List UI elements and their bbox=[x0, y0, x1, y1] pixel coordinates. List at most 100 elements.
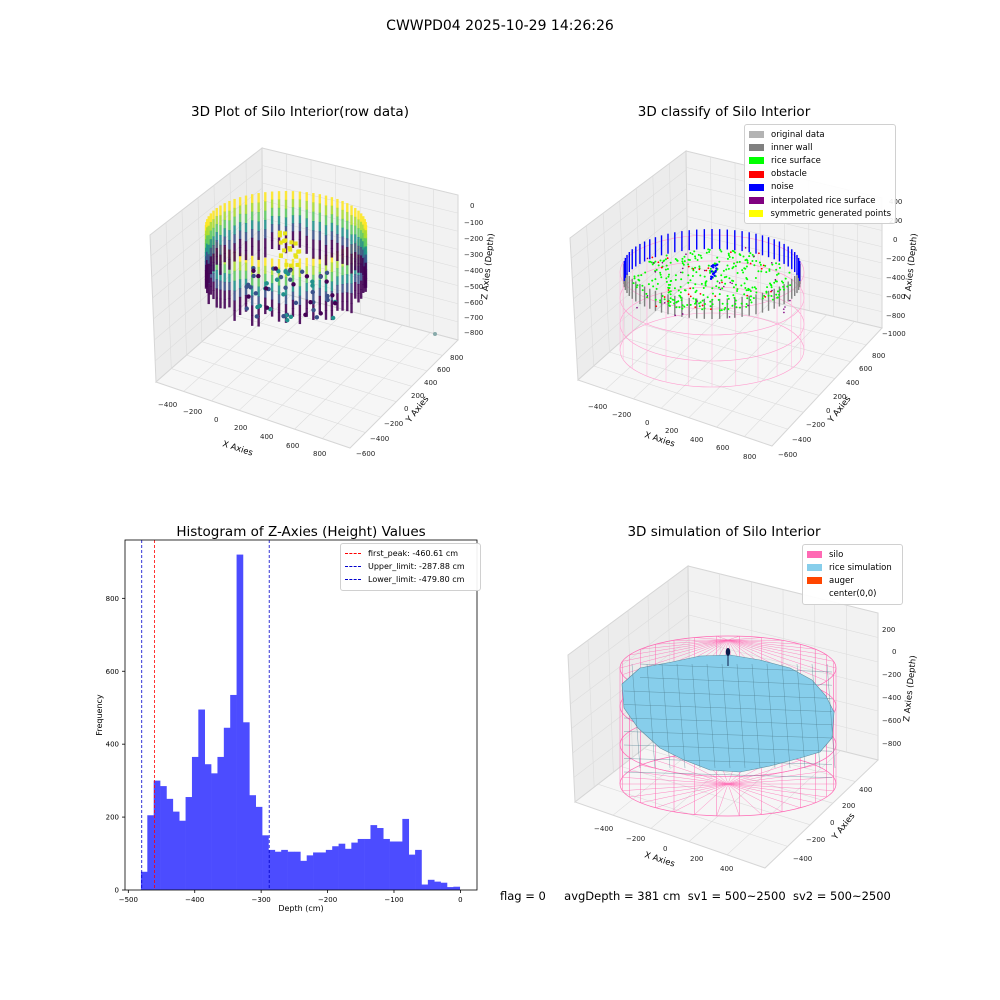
rice-surface-point bbox=[694, 291, 697, 294]
rice-surface-point bbox=[692, 297, 695, 300]
raw-point bbox=[215, 279, 218, 289]
raw-point bbox=[270, 299, 274, 309]
rice-surface-point bbox=[734, 251, 737, 254]
panel1-point-cloud bbox=[204, 191, 368, 327]
rice-mesh-line bbox=[631, 663, 641, 769]
histogram-bar bbox=[191, 756, 199, 890]
raw-point bbox=[277, 241, 281, 250]
rice-surface-point bbox=[727, 297, 730, 300]
grid-line bbox=[625, 337, 820, 396]
raw-point bbox=[298, 267, 302, 278]
raw-point bbox=[250, 220, 254, 230]
raw-point bbox=[341, 236, 344, 247]
raw-point bbox=[287, 246, 292, 251]
rice-surface-point bbox=[683, 255, 686, 258]
raw-point bbox=[364, 238, 367, 247]
rice-surface-point bbox=[681, 260, 684, 263]
p2-xtick: 200 bbox=[665, 427, 678, 435]
rice-mesh-line bbox=[623, 771, 833, 778]
rice-surface-point bbox=[711, 292, 714, 295]
histogram-axes-frame bbox=[124, 539, 478, 891]
histogram-y-ticks: 0 200 400 600 800 bbox=[106, 595, 125, 895]
raw-point bbox=[362, 249, 365, 259]
p2-xtick: 600 bbox=[716, 444, 729, 452]
raw-point bbox=[207, 293, 210, 305]
rice-surface-point bbox=[669, 293, 672, 296]
silo-rib bbox=[727, 639, 834, 675]
rice-surface-point bbox=[771, 263, 774, 266]
histogram-bar bbox=[223, 727, 231, 890]
raw-point bbox=[341, 266, 344, 276]
rice-surface-point bbox=[711, 298, 714, 301]
panel2-legend: original data inner wall rice surface ob… bbox=[744, 124, 896, 225]
rice-surface-point bbox=[716, 280, 719, 283]
raw-point bbox=[233, 270, 236, 282]
histogram-bar bbox=[453, 886, 461, 890]
obstacle-point bbox=[667, 289, 670, 291]
p2-xtick: 400 bbox=[690, 436, 703, 444]
raw-point bbox=[278, 274, 284, 280]
raw-point bbox=[219, 225, 222, 236]
p1-ytick: 400 bbox=[424, 379, 437, 387]
rice-surface-point bbox=[734, 265, 737, 268]
raw-point bbox=[283, 268, 288, 274]
raw-point bbox=[206, 235, 209, 245]
obstacle-point bbox=[657, 261, 660, 264]
rice-surface-point bbox=[694, 257, 697, 260]
raw-point bbox=[354, 208, 357, 218]
obstacle-point bbox=[699, 292, 702, 295]
rice-surface-point bbox=[698, 305, 701, 308]
raw-point bbox=[298, 277, 302, 287]
raw-point bbox=[362, 275, 365, 285]
rice-surface-point bbox=[726, 294, 729, 297]
rice-surface-point bbox=[752, 297, 755, 300]
raw-point bbox=[346, 283, 349, 293]
raw-point bbox=[298, 314, 302, 325]
raw-point bbox=[287, 268, 293, 273]
histogram-bar bbox=[172, 811, 180, 890]
raw-point bbox=[268, 306, 273, 312]
interpolated-point bbox=[722, 285, 725, 288]
rice-surface-point bbox=[751, 259, 754, 262]
raw-point bbox=[277, 216, 281, 225]
rice-surface-point bbox=[786, 285, 789, 288]
p1-ytick: −400 bbox=[370, 435, 389, 443]
legend-item-first-peak: first_peak: -460.61 cm bbox=[345, 547, 476, 560]
rice-surface-point bbox=[636, 284, 639, 287]
raw-point bbox=[264, 289, 267, 299]
rice-surface-point bbox=[689, 279, 692, 282]
raw-point bbox=[324, 310, 328, 320]
rice-surface-point bbox=[745, 277, 748, 280]
raw-point bbox=[291, 291, 295, 301]
histogram-bar bbox=[427, 879, 435, 890]
silo-rib bbox=[727, 639, 827, 682]
silo-rib bbox=[727, 635, 740, 641]
interpolated-point bbox=[654, 271, 657, 273]
raw-point bbox=[212, 281, 215, 291]
p1-ztick: −600 bbox=[464, 299, 483, 307]
raw-point bbox=[288, 314, 294, 320]
raw-point bbox=[285, 317, 290, 323]
raw-point bbox=[207, 273, 210, 284]
raw-point bbox=[298, 304, 302, 315]
rice-surface-point bbox=[671, 298, 674, 301]
interpolated-point bbox=[696, 300, 698, 302]
rice-surface-point bbox=[745, 303, 748, 306]
panel2-y-ticks: −600 −400 −200 0 200 400 600 800 bbox=[778, 352, 885, 459]
raw-point bbox=[257, 193, 260, 204]
raw-point bbox=[219, 215, 222, 226]
histogram-bar bbox=[198, 709, 205, 890]
silo-rib bbox=[727, 764, 816, 785]
interpolated-point bbox=[681, 267, 684, 270]
raw-point bbox=[341, 283, 344, 294]
silo-rib bbox=[716, 635, 729, 641]
raw-point bbox=[298, 223, 302, 232]
raw-point bbox=[324, 279, 329, 284]
raw-point bbox=[284, 226, 288, 236]
grid-line bbox=[640, 323, 835, 379]
histogram-bar bbox=[364, 838, 371, 890]
x-tick-label: −400 bbox=[185, 896, 204, 904]
raw-point bbox=[264, 257, 267, 267]
histogram-bar bbox=[268, 849, 276, 890]
raw-point bbox=[364, 230, 367, 239]
